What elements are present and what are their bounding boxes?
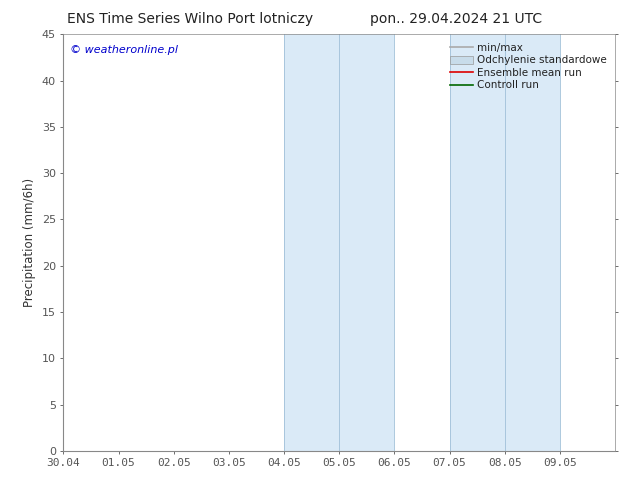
Y-axis label: Precipitation (mm/6h): Precipitation (mm/6h) — [23, 178, 36, 307]
Bar — [339, 34, 394, 451]
Text: pon.. 29.04.2024 21 UTC: pon.. 29.04.2024 21 UTC — [370, 12, 543, 26]
Text: © weatheronline.pl: © weatheronline.pl — [70, 45, 178, 55]
Bar — [284, 34, 339, 451]
Text: ENS Time Series Wilno Port lotniczy: ENS Time Series Wilno Port lotniczy — [67, 12, 313, 26]
Legend: min/max, Odchylenie standardowe, Ensemble mean run, Controll run: min/max, Odchylenie standardowe, Ensembl… — [447, 40, 610, 94]
Bar — [450, 34, 505, 451]
Bar — [505, 34, 560, 451]
